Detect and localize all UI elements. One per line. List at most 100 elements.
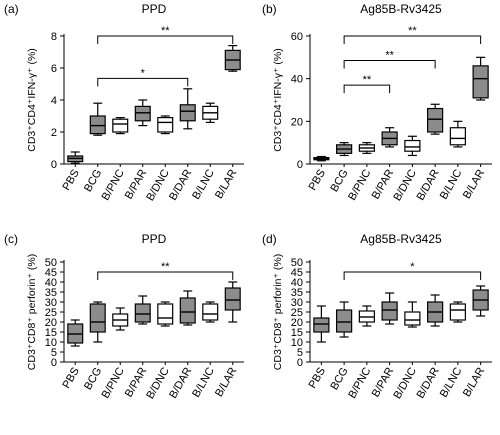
significance-bracket: ** bbox=[343, 25, 482, 44]
panel-label: (b) bbox=[262, 2, 277, 16]
y-tick-label: 4 bbox=[51, 95, 57, 107]
significance-label: * bbox=[410, 261, 415, 273]
y-tick-label: 5 bbox=[297, 347, 303, 359]
box-b-par bbox=[381, 127, 398, 148]
x-tick-label: BCG bbox=[82, 168, 104, 195]
y-tick-label: 50 bbox=[291, 257, 303, 269]
x-tick-label: PBS bbox=[307, 168, 328, 193]
box-b-dnc bbox=[404, 301, 421, 328]
panel-label: (a) bbox=[4, 2, 19, 16]
x-tick-label: BCG bbox=[328, 366, 350, 393]
box-pbs bbox=[313, 305, 330, 343]
significance-bracket: ** bbox=[343, 74, 391, 94]
y-tick-label: 40 bbox=[291, 277, 303, 289]
box-iqr bbox=[112, 118, 129, 133]
significance-label: * bbox=[141, 67, 146, 79]
bracket-line bbox=[97, 271, 234, 280]
box-iqr bbox=[179, 104, 196, 122]
y-tick-label: 30 bbox=[291, 297, 303, 309]
y-tick-label: 40 bbox=[45, 277, 57, 289]
x-tick-label: B/LNC bbox=[438, 167, 465, 201]
box-iqr bbox=[202, 303, 219, 321]
box-pbs bbox=[67, 151, 84, 164]
y-tick-label: 0 bbox=[51, 357, 57, 369]
y-axis-label: CD3⁺CD8⁺ perforin⁺ (%) bbox=[272, 254, 284, 370]
y-tick-label: 0 bbox=[297, 357, 303, 369]
box-b-dar bbox=[179, 290, 196, 326]
box-b-lnc bbox=[449, 120, 466, 148]
box-iqr bbox=[472, 65, 489, 99]
x-tick-label: B/PNC bbox=[346, 365, 373, 400]
significance-bracket: * bbox=[97, 67, 189, 87]
x-tick-label: BCG bbox=[328, 168, 350, 195]
x-tick-label: B/PNC bbox=[100, 365, 127, 400]
box-bcg bbox=[336, 142, 353, 157]
box-iqr bbox=[404, 139, 421, 152]
box-b-par bbox=[134, 295, 151, 325]
box-bcg bbox=[89, 301, 106, 343]
box-bcg bbox=[336, 301, 353, 338]
y-axis-label: CD3⁺CD4⁺IFN-γ⁺ (%) bbox=[26, 48, 38, 152]
box-b-dar bbox=[179, 88, 196, 130]
y-tick-label: 25 bbox=[45, 307, 57, 319]
chart-panel-a: (a) PPD 0 2 4 6 8 CD3⁺CD4⁺IFN-γ⁺ (%) PBS BCGB/PNC… bbox=[4, 2, 244, 203]
box-iqr bbox=[427, 107, 444, 133]
box-iqr bbox=[224, 287, 241, 311]
box-iqr bbox=[449, 127, 466, 146]
x-tick-label: PBS bbox=[60, 366, 81, 391]
x-tick-label: B/PNC bbox=[346, 167, 373, 202]
x-tick-label: B/DAR bbox=[415, 365, 442, 400]
box-b-pnc bbox=[358, 305, 375, 327]
y-tick-label: 20 bbox=[45, 317, 57, 329]
box-bcg bbox=[89, 102, 106, 136]
box-iqr bbox=[157, 303, 174, 325]
significance-label: ** bbox=[408, 25, 417, 37]
box-b-par bbox=[381, 292, 398, 325]
y-tick-label: 10 bbox=[291, 337, 303, 349]
box-iqr bbox=[404, 311, 421, 326]
box-b-par bbox=[134, 99, 151, 127]
x-tick-label: B/DAR bbox=[415, 167, 442, 202]
box-b-lar bbox=[224, 44, 241, 72]
box-iqr bbox=[336, 309, 353, 333]
significance-label: ** bbox=[161, 25, 170, 37]
significance-bracket: ** bbox=[97, 261, 234, 280]
bracket-line bbox=[97, 35, 234, 44]
box-iqr bbox=[381, 301, 398, 321]
y-axis-label: CD3⁺CD4⁺IFN-γ⁺ (%) bbox=[272, 48, 284, 152]
box-b-pnc bbox=[112, 307, 129, 331]
y-axis-label: CD3⁺CD8⁺ perforin⁺ (%) bbox=[26, 254, 38, 370]
y-tick-label: 0 bbox=[51, 159, 57, 171]
box-b-lar bbox=[472, 56, 489, 101]
panel-label: (c) bbox=[4, 232, 18, 246]
significance-label: ** bbox=[363, 74, 372, 86]
y-tick-label: 15 bbox=[291, 327, 303, 339]
bracket-line bbox=[97, 77, 189, 87]
box-iqr bbox=[449, 303, 466, 321]
y-tick-label: 6 bbox=[51, 63, 57, 75]
box-iqr bbox=[89, 303, 106, 333]
box-iqr bbox=[179, 297, 196, 324]
box-b-pnc bbox=[358, 142, 375, 154]
box-pbs bbox=[313, 155, 330, 162]
bracket-line bbox=[343, 60, 436, 69]
box-b-dar bbox=[427, 103, 444, 135]
box-iqr bbox=[313, 317, 330, 333]
box-iqr bbox=[89, 115, 106, 135]
x-tick-label: B/LNC bbox=[190, 167, 217, 201]
significance-label: ** bbox=[385, 50, 394, 62]
y-tick-label: 15 bbox=[45, 327, 57, 339]
bracket-line bbox=[343, 35, 482, 44]
y-tick-label: 60 bbox=[291, 31, 303, 43]
box-b-dnc bbox=[157, 301, 174, 327]
significance-bracket: ** bbox=[343, 50, 436, 69]
x-tick-label: B/LAR bbox=[213, 167, 239, 201]
significance-bracket: ** bbox=[97, 25, 234, 44]
significance-bracket: * bbox=[343, 261, 482, 280]
x-tick-label: BCG bbox=[82, 366, 104, 393]
y-tick-label: 8 bbox=[51, 31, 57, 43]
x-tick-label: B/LAR bbox=[461, 167, 487, 201]
y-tick-label: 25 bbox=[291, 307, 303, 319]
